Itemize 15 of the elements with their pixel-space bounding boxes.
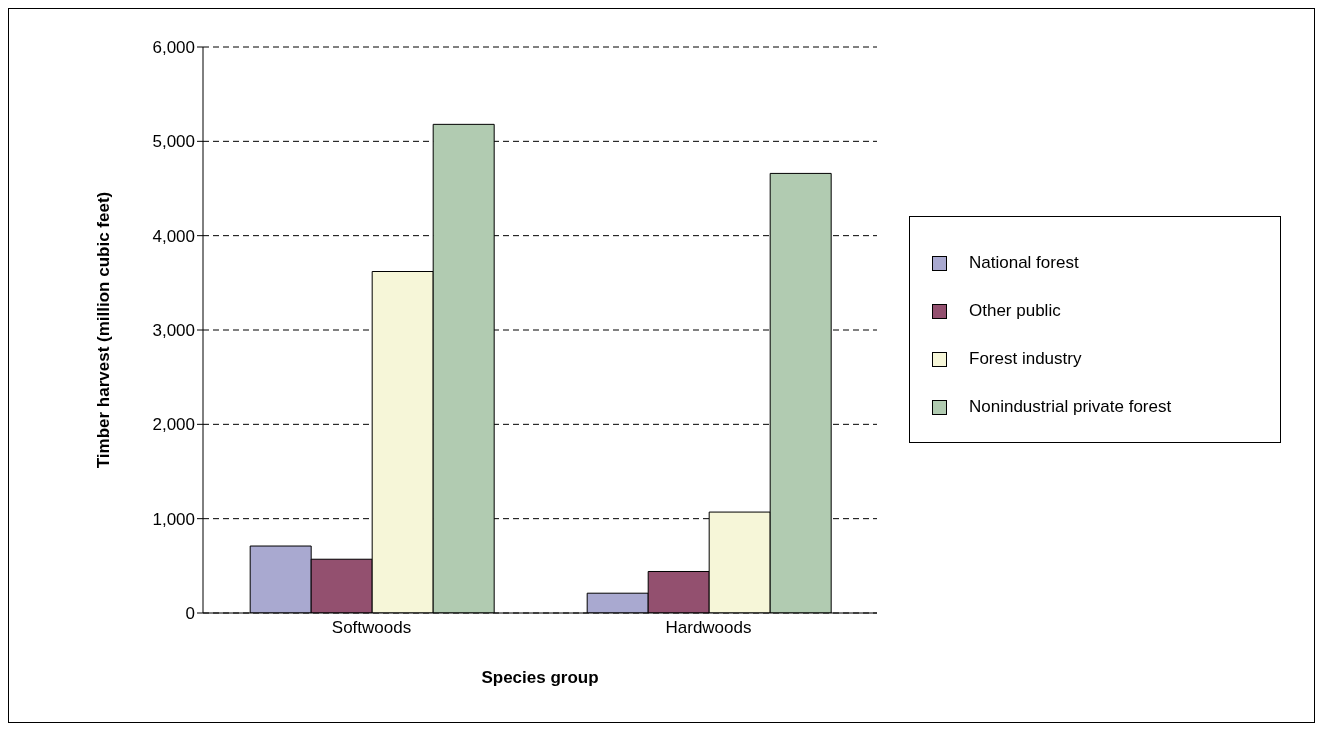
x-tick-label: Softwoods [331, 618, 412, 638]
legend-label: Forest industry [969, 349, 1082, 369]
y-tick-label: 3,000 [152, 321, 195, 341]
legend-label: Nonindustrial private forest [969, 397, 1172, 417]
y-tick-label: 1,000 [152, 509, 195, 529]
y-axis-title: Timber harvest (million cubic feet) [94, 191, 114, 469]
y-tick-label: 5,000 [152, 132, 195, 152]
x-tick-label: Hardwoods [665, 618, 752, 638]
legend-label: Other public [969, 301, 1061, 321]
y-tick-label: 4,000 [152, 226, 195, 246]
y-tick-label: 0 [185, 604, 195, 624]
y-tick-label: 6,000 [152, 38, 195, 58]
x-axis-title: Species group [481, 668, 599, 688]
legend-label: National forest [969, 253, 1079, 273]
y-tick-label: 2,000 [152, 415, 195, 435]
